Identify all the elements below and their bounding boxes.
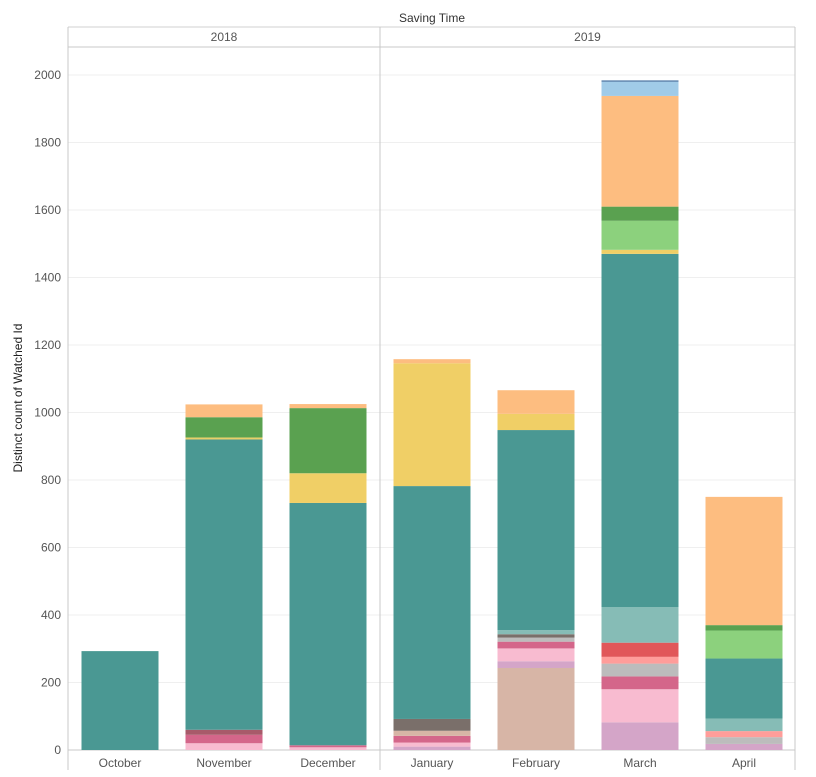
bar-segment: [705, 630, 783, 659]
y-tick-label: 400: [41, 608, 61, 622]
bar-segment: [601, 220, 679, 250]
bar-segment: [705, 625, 783, 631]
x-tick-label: March: [623, 756, 656, 770]
x-tick-label: December: [300, 756, 355, 770]
bar-segment: [289, 747, 367, 750]
bar-segment: [705, 718, 783, 732]
bar-segment: [497, 413, 575, 431]
x-tick-label: November: [196, 756, 251, 770]
bar-segment: [497, 637, 575, 642]
bar-segment: [497, 648, 575, 662]
bar-segment: [289, 745, 367, 748]
bar-segment: [601, 607, 679, 643]
bar-segment: [81, 651, 159, 750]
y-tick-label: 2000: [34, 68, 61, 82]
bar-segment: [497, 634, 575, 638]
y-tick-label: 1200: [34, 338, 61, 352]
bar-segment: [393, 486, 471, 719]
bar-segment: [393, 359, 471, 364]
bar-segment: [393, 363, 471, 487]
bar-segment: [289, 502, 367, 746]
bar-segment: [497, 390, 575, 414]
bar-segment: [185, 404, 263, 418]
bar-segment: [601, 656, 679, 664]
bar-segment: [705, 496, 783, 626]
bar-segment: [185, 734, 263, 744]
bar-segment: [705, 658, 783, 719]
bar-segment: [289, 473, 367, 503]
bar-segment: [289, 408, 367, 474]
bar-segment: [705, 743, 783, 750]
bar-segment: [601, 249, 679, 254]
bar-segment: [601, 689, 679, 723]
year-header-label: 2018: [211, 30, 238, 44]
x-tick-label: October: [99, 756, 142, 770]
bar-segment: [497, 430, 575, 631]
bar-segment: [393, 742, 471, 747]
bar-segment: [185, 729, 263, 735]
y-tick-label: 1600: [34, 203, 61, 217]
y-tick-label: 1000: [34, 406, 61, 420]
y-tick-label: 0: [54, 743, 61, 757]
bar-segment: [185, 437, 263, 440]
bar-segment: [393, 735, 471, 743]
y-axis-title: Distinct count of Watched Id: [11, 324, 25, 473]
y-tick-label: 1400: [34, 271, 61, 285]
y-tick-label: 1800: [34, 136, 61, 150]
bar-segment: [601, 722, 679, 750]
bar-segment: [393, 746, 471, 750]
bar-segment: [601, 663, 679, 677]
bar-segment: [601, 206, 679, 221]
bar-segment: [393, 718, 471, 731]
bar-segment: [705, 737, 783, 744]
labels-layer: 0 200 400 600 800 1000 1200 1400 1600 1800 2000 201…: [34, 30, 756, 770]
x-tick-label: February: [512, 756, 560, 770]
bar-segment: [601, 80, 679, 82]
bar-segment: [601, 676, 679, 690]
bar-segment: [497, 630, 575, 635]
y-tick-label: 800: [41, 473, 61, 487]
y-tick-label: 200: [41, 676, 61, 690]
year-header-label: 2019: [574, 30, 601, 44]
bar-segment: [393, 730, 471, 736]
bar-segment: [705, 731, 783, 738]
y-tick-label: 600: [41, 541, 61, 555]
bar-segment: [497, 667, 575, 750]
x-tick-label: January: [411, 756, 454, 770]
bar-segment: [497, 661, 575, 668]
bar-segment: [185, 743, 263, 750]
bar-segment: [601, 81, 679, 96]
x-tick-label: April: [732, 756, 756, 770]
bar-segment: [601, 95, 679, 207]
bar-segment: [497, 641, 575, 649]
bar-segment: [601, 642, 679, 657]
bar-segment: [185, 439, 263, 730]
bar-segment: [601, 253, 679, 608]
bars-layer: [81, 80, 783, 750]
chart-title: Saving Time: [399, 11, 465, 25]
bar-segment: [185, 417, 263, 438]
bar-segment: [289, 404, 367, 409]
